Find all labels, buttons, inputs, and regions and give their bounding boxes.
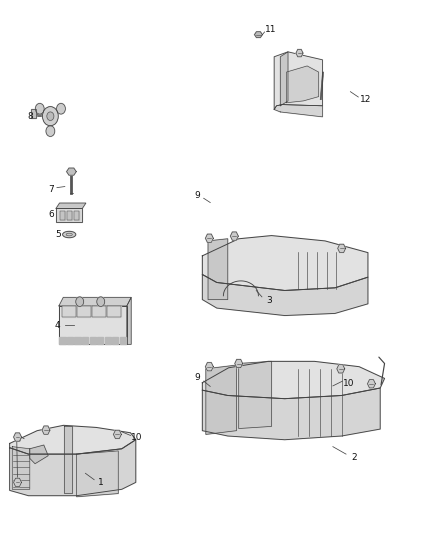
Polygon shape [14,478,21,487]
Polygon shape [367,379,375,388]
Bar [60,211,65,220]
Text: 3: 3 [266,296,272,304]
Bar [112,337,118,344]
Circle shape [35,103,44,114]
Circle shape [42,107,58,126]
Polygon shape [235,359,243,368]
Polygon shape [337,365,345,373]
Polygon shape [127,297,131,344]
Text: 9: 9 [15,435,21,444]
Text: 5: 5 [55,230,61,239]
Bar [105,337,111,344]
Bar [89,337,96,344]
Bar [60,211,65,220]
Bar [78,306,91,318]
Circle shape [76,297,84,306]
Bar [120,337,126,344]
Polygon shape [42,426,50,434]
Text: 4: 4 [55,321,60,329]
Text: 1: 1 [98,478,104,487]
Polygon shape [254,32,262,37]
Polygon shape [10,440,136,496]
Polygon shape [202,236,368,290]
Text: 2: 2 [351,453,357,462]
Bar [97,337,103,344]
Circle shape [97,297,105,306]
Polygon shape [286,66,319,103]
Polygon shape [274,52,322,109]
Polygon shape [14,433,21,441]
Bar [92,306,106,318]
Polygon shape [30,445,48,464]
Bar [63,306,76,318]
Polygon shape [113,430,121,439]
Ellipse shape [63,231,76,238]
Text: 8: 8 [28,112,34,120]
Polygon shape [239,361,272,429]
Polygon shape [77,451,118,497]
Polygon shape [202,388,380,440]
Text: 7: 7 [48,185,54,193]
Bar [74,211,79,220]
Polygon shape [205,234,213,243]
Bar [74,337,81,344]
Polygon shape [56,203,86,208]
Circle shape [57,103,65,114]
Polygon shape [64,426,72,493]
Circle shape [46,126,55,136]
Polygon shape [205,362,213,371]
Bar [107,306,121,318]
Bar [59,306,127,344]
Polygon shape [280,52,288,106]
Polygon shape [230,232,238,240]
Polygon shape [59,297,131,306]
Polygon shape [67,168,76,175]
Polygon shape [208,239,228,300]
Bar [67,211,72,220]
Polygon shape [202,274,368,316]
Text: 10: 10 [343,379,354,387]
Polygon shape [296,50,303,57]
Text: 12: 12 [360,95,371,103]
Bar [67,211,72,220]
Text: 9: 9 [194,374,200,382]
Bar [31,109,36,118]
Bar [67,337,73,344]
Polygon shape [338,244,346,253]
Bar [59,306,127,344]
Polygon shape [10,425,136,454]
Bar [82,337,88,344]
Text: 10: 10 [131,433,142,442]
Bar [60,337,66,344]
Text: 6: 6 [48,211,54,219]
Polygon shape [202,361,385,399]
Bar [56,208,82,222]
Circle shape [47,112,54,120]
Text: 9: 9 [194,191,200,199]
Polygon shape [274,104,322,117]
Bar [107,306,121,318]
Bar [78,306,91,318]
Polygon shape [206,365,237,434]
Polygon shape [12,447,30,489]
Bar [92,306,106,318]
Bar [31,109,36,118]
Text: 11: 11 [265,25,276,34]
Bar [63,306,76,318]
Bar [56,208,82,222]
Bar [74,211,79,220]
